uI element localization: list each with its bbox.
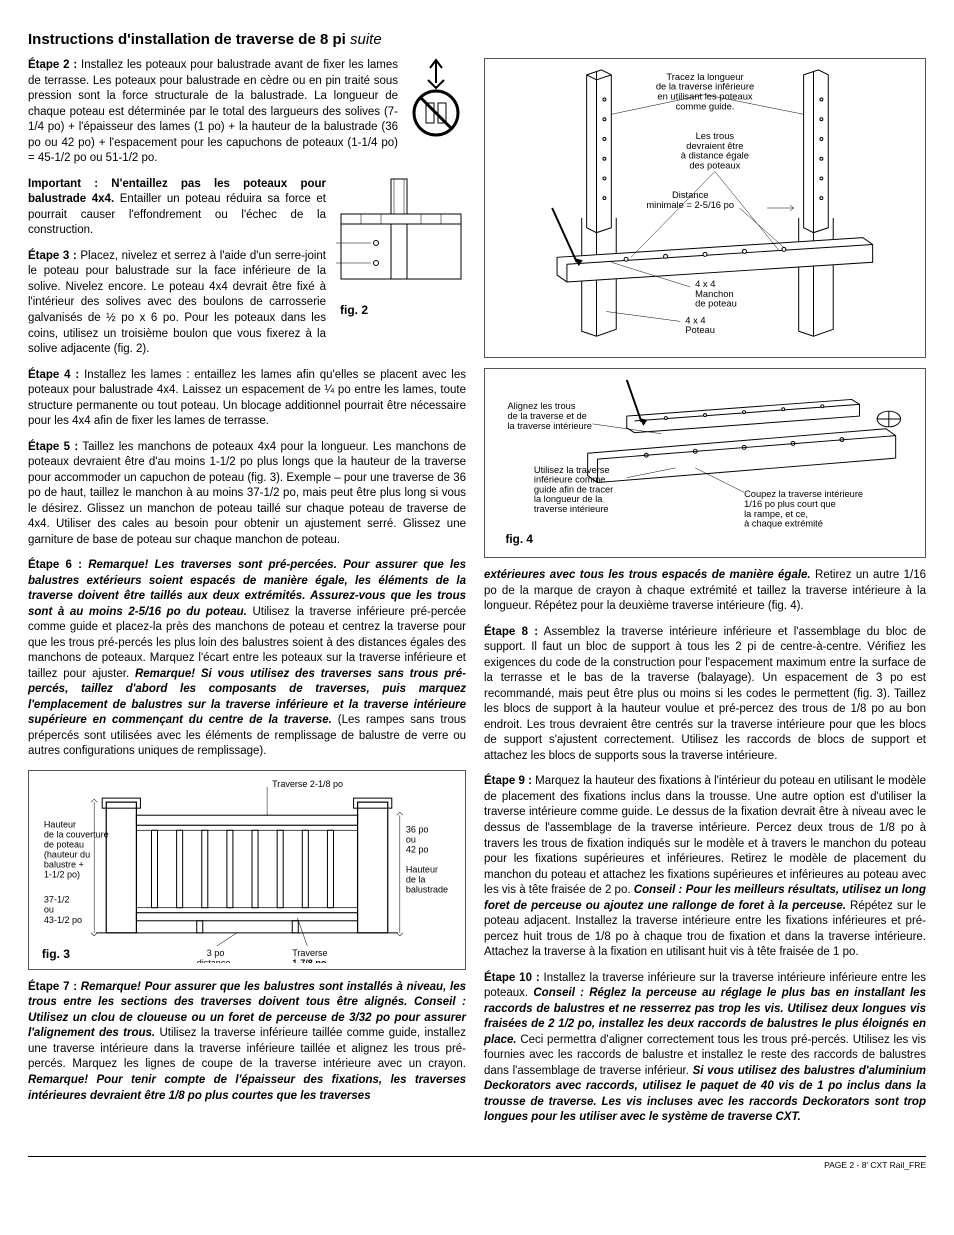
step4-label: Étape 4 : bbox=[28, 369, 79, 381]
step7-bold2-part2: extérieures avec tous les trous espacés … bbox=[484, 569, 811, 581]
step5-label: Étape 5 : bbox=[28, 441, 78, 453]
step9-text1: Marquez la hauteur des fixations à l'int… bbox=[484, 775, 926, 896]
fig2-label: fig. 2 bbox=[336, 302, 466, 318]
step6-label: Étape 6 : bbox=[28, 559, 82, 571]
fig3-box: Traverse 2-1/8 po Hauteurde la couvertur… bbox=[28, 770, 466, 970]
svg-text:Traverse1-7/8 po: Traverse1-7/8 po bbox=[292, 948, 327, 963]
svg-text:Tracez la longueurde la traver: Tracez la longueurde la traverse inférie… bbox=[656, 72, 754, 112]
right-column: Tracez la longueurde la traverse inférie… bbox=[484, 58, 926, 1136]
svg-text:36 poou42 po: 36 poou42 po bbox=[406, 824, 429, 854]
fig-upper-box: Tracez la longueurde la traverse inférie… bbox=[484, 58, 926, 358]
step8-para: Étape 8 : Assemblez la traverse intérieu… bbox=[484, 625, 926, 765]
step5-text: Taillez les manchons de poteaux 4x4 pour… bbox=[28, 441, 466, 546]
page-title: Instructions d'installation de traverse … bbox=[28, 30, 926, 50]
svg-text:Les trousdevraient êtreà dista: Les trousdevraient êtreà distance égaled… bbox=[681, 131, 749, 171]
step7-bold2-part1: Remarque! Pour tenir compte de l'épaisse… bbox=[28, 1074, 466, 1102]
main-columns: Étape 2 : Installez les poteaux pour bal… bbox=[28, 58, 926, 1136]
svg-text:4 x 4Manchonde poteau: 4 x 4Manchonde poteau bbox=[695, 279, 737, 309]
svg-text:Distanceminimale = 2-5/16 po: Distanceminimale = 2-5/16 po bbox=[646, 190, 734, 210]
step8-text: Assemblez la traverse intérieure inférie… bbox=[484, 626, 926, 762]
svg-text:37-1/2ou43-1/2 po: 37-1/2ou43-1/2 po bbox=[44, 895, 82, 925]
fig2-box: fig. 2 bbox=[336, 177, 466, 319]
step3-text: Placez, nivelez et serrez à l'aide d'un … bbox=[28, 250, 326, 355]
step4-para: Étape 4 : Installez les lames : entaille… bbox=[28, 368, 466, 430]
step9-para: Étape 9 : Marquez la hauteur des fixatio… bbox=[484, 774, 926, 960]
svg-text:4 x 4Poteau: 4 x 4Poteau bbox=[685, 316, 715, 336]
step7-continuation: extérieures avec tous les trous espacés … bbox=[484, 568, 926, 615]
title-bold: Instructions d'installation de traverse … bbox=[28, 31, 346, 48]
step6-para: Étape 6 : Remarque! Les traverses sont p… bbox=[28, 558, 466, 760]
svg-text:fig. 3: fig. 3 bbox=[42, 947, 70, 961]
prohibit-icon bbox=[406, 58, 466, 148]
svg-text:fig. 4: fig. 4 bbox=[506, 533, 534, 546]
step8-label: Étape 8 : bbox=[484, 626, 538, 638]
step5-para: Étape 5 : Taillez les manchons de poteau… bbox=[28, 440, 466, 549]
fig4-box: Alignez les trousde la traverse et dela … bbox=[484, 368, 926, 558]
step9-label: Étape 9 : bbox=[484, 775, 532, 787]
svg-text:3 podistance: 3 podistance bbox=[197, 948, 231, 963]
svg-text:Coupez la traverse intérieure1: Coupez la traverse intérieure1/16 po plu… bbox=[744, 489, 863, 528]
step4-text: Installez les lames : entaillez les lame… bbox=[28, 369, 466, 428]
step7-para-part1: Étape 7 : Remarque! Pour assurer que les… bbox=[28, 980, 466, 1104]
svg-text:Hauteurde labalustrade: Hauteurde labalustrade bbox=[406, 864, 448, 894]
step10-para: Étape 10 : Installez la traverse inférie… bbox=[484, 971, 926, 1126]
svg-text:Hauteurde la couverturede pote: Hauteurde la couverturede poteau(hauteur… bbox=[44, 819, 109, 879]
svg-text:Utilisez la traverseinférieure: Utilisez la traverseinférieure commeguid… bbox=[534, 465, 613, 514]
step10-label: Étape 10 : bbox=[484, 972, 540, 984]
step2-para: Étape 2 : Installez les poteaux pour bal… bbox=[28, 58, 466, 167]
step2-text: Installez les poteaux pour balustrade av… bbox=[28, 59, 398, 164]
page-footer: PAGE 2 - 8' CXT Rail_FRE bbox=[28, 1156, 926, 1171]
title-suffix: suite bbox=[350, 31, 382, 48]
fig3-trav-top: Traverse 2-1/8 po bbox=[272, 779, 343, 789]
left-column: Étape 2 : Installez les poteaux pour bal… bbox=[28, 58, 466, 1136]
step3-label: Étape 3 : bbox=[28, 250, 77, 262]
step7-label: Étape 7 : bbox=[28, 981, 77, 993]
step2-label: Étape 2 : bbox=[28, 59, 77, 71]
svg-text:Alignez les trousde la travers: Alignez les trousde la traverse et dela … bbox=[507, 401, 591, 431]
